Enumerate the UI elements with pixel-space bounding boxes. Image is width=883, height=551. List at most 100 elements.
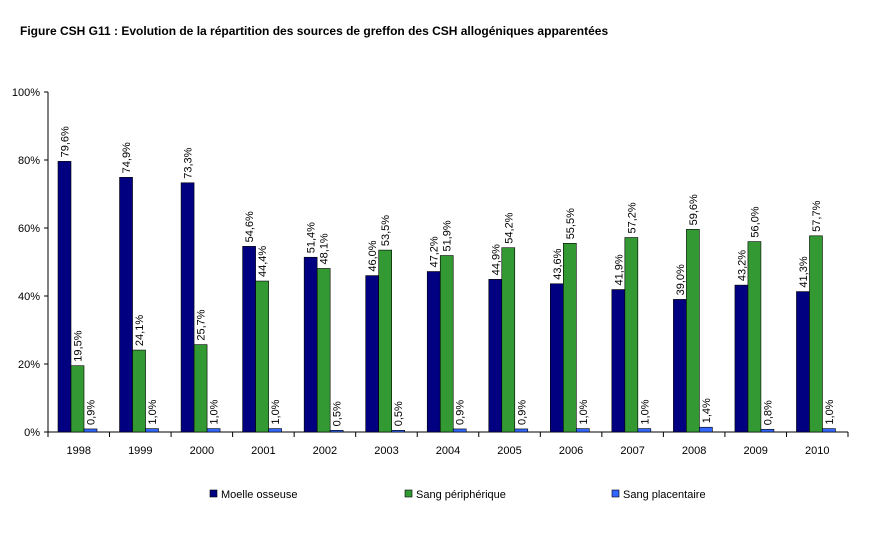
bar-moelle-osseuse-2008 (673, 299, 687, 433)
data-label: 1,0% (270, 399, 282, 424)
bar-moelle-osseuse-1998 (57, 161, 72, 433)
data-labels: 79,6% 74,9% 73,3% 54,6% 51,4% 46,0% 47,2% 44,9%… (60, 126, 836, 426)
x-tick-label: 2008 (682, 445, 706, 457)
x-tick-label: 2007 (620, 445, 644, 457)
bar-sang-p-riph-rique-1998 (70, 365, 85, 433)
data-label: 56,0% (749, 206, 761, 237)
data-label: 1,0% (824, 399, 836, 424)
bar-sang-placentaire-2002 (329, 429, 344, 433)
bar-moelle-osseuse-2005 (488, 279, 503, 433)
x-tick-label: 2005 (497, 445, 521, 457)
data-label: 59,6% (688, 194, 700, 225)
data-label: 0,8% (762, 400, 774, 425)
x-tick-label: 2003 (374, 445, 398, 457)
y-tick-label: 40% (18, 291, 40, 303)
data-label: 53,5% (380, 215, 392, 246)
bar-sang-placentaire-2004 (452, 428, 467, 433)
data-label: 54,6% (244, 211, 256, 242)
bar-moelle-osseuse-2000 (180, 182, 195, 433)
data-label: 74,9% (121, 142, 133, 173)
x-tick-label: 2000 (190, 445, 214, 457)
legend: Moelle osseuse Sang périphérique Sang plac… (209, 489, 706, 501)
legend-label: Sang périphérique (416, 489, 506, 501)
data-label: 57,2% (626, 202, 638, 233)
bar-moelle-osseuse-2007 (611, 289, 626, 433)
data-label: 48,1% (319, 233, 331, 264)
data-label: 47,2% (429, 236, 441, 267)
bar-sang-p-riph-rique-2007 (624, 237, 639, 433)
chart-title: Figure CSH G11 : Evolution de la réparti… (20, 24, 609, 38)
data-label: 55,5% (565, 208, 577, 239)
bar-moelle-osseuse-2009 (734, 284, 749, 433)
y-tick-label: 80% (18, 155, 40, 167)
data-label: 39,0% (675, 264, 687, 295)
data-label: 1,0% (209, 399, 221, 424)
x-tick-label: 2009 (743, 445, 767, 457)
data-label: 24,1% (134, 315, 146, 346)
data-label: 1,0% (639, 399, 651, 424)
data-label: 0,5% (393, 401, 405, 426)
data-label: 19,5% (73, 330, 85, 361)
y-tick-label: 0% (24, 427, 40, 439)
data-label: 0,5% (332, 401, 344, 426)
data-label: 41,9% (613, 254, 625, 285)
data-label: 44,9% (490, 244, 502, 275)
bar-sang-p-riph-rique-2004 (439, 255, 454, 433)
y-tick-label: 20% (18, 359, 40, 371)
bar-sang-p-riph-rique-2010 (809, 235, 823, 433)
data-label: 51,4% (306, 222, 318, 253)
x-tick-label: 1998 (67, 445, 91, 457)
bar-sang-placentaire-1998 (83, 428, 98, 433)
bar-moelle-osseuse-2006 (550, 283, 564, 433)
y-tick-label: 60% (18, 223, 40, 235)
bar-sang-placentaire-2001 (268, 428, 282, 433)
bar-sang-placentaire-2003 (391, 429, 405, 433)
data-label: 46,0% (367, 240, 379, 271)
bar-sang-p-riph-rique-2009 (747, 241, 762, 433)
x-tick-label: 1999 (128, 445, 152, 457)
data-label: 57,7% (811, 200, 823, 231)
legend-swatch (209, 489, 218, 498)
bar-sang-p-riph-rique-2001 (255, 280, 269, 433)
axes: 0% 20% 40% 60% 80% 100% 1998 1999 2000 2001 2002 20… (12, 87, 849, 457)
bar-sang-placentaire-1999 (145, 428, 159, 433)
x-tick-label: 2004 (436, 445, 460, 457)
bar-moelle-osseuse-2003 (365, 275, 379, 433)
bar-sang-placentaire-2010 (822, 428, 836, 433)
bar-sang-p-riph-rique-2005 (501, 247, 516, 433)
bar-sang-p-riph-rique-2000 (193, 344, 208, 433)
legend-label: Sang placentaire (623, 489, 706, 501)
data-label: 43,2% (736, 250, 748, 281)
data-label: 73,3% (183, 147, 195, 178)
data-label: 1,0% (578, 399, 590, 424)
legend-label: Moelle osseuse (221, 489, 297, 501)
bar-sang-p-riph-rique-2002 (316, 268, 331, 433)
bar-sang-placentaire-2000 (206, 428, 221, 433)
data-label: 0,9% (455, 400, 467, 425)
data-label: 25,7% (196, 309, 208, 340)
bar-sang-placentaire-2007 (637, 428, 652, 433)
bar-sang-placentaire-2005 (514, 428, 529, 433)
bar-moelle-osseuse-1999 (119, 177, 133, 433)
y-tick-label: 100% (12, 87, 40, 99)
bar-sang-placentaire-2006 (576, 428, 590, 433)
data-label: 1,0% (147, 399, 159, 424)
bar-moelle-osseuse-2004 (426, 271, 441, 433)
legend-swatch (404, 489, 413, 498)
data-label: 44,4% (257, 246, 269, 277)
bar-moelle-osseuse-2002 (303, 256, 318, 433)
data-label: 0,9% (86, 400, 98, 425)
data-label: 1,4% (701, 398, 713, 423)
data-label: 54,2% (503, 212, 515, 243)
x-tick-label: 2010 (805, 445, 829, 457)
data-label: 79,6% (60, 126, 72, 157)
bar-sang-p-riph-rique-2006 (563, 243, 577, 433)
data-label: 0,9% (516, 400, 528, 425)
bar-moelle-osseuse-2010 (796, 291, 810, 433)
x-tick-label: 2002 (313, 445, 337, 457)
x-tick-label: 2001 (251, 445, 275, 457)
legend-swatch (611, 489, 620, 498)
bars (57, 161, 836, 433)
bar-sang-p-riph-rique-2008 (686, 229, 700, 433)
